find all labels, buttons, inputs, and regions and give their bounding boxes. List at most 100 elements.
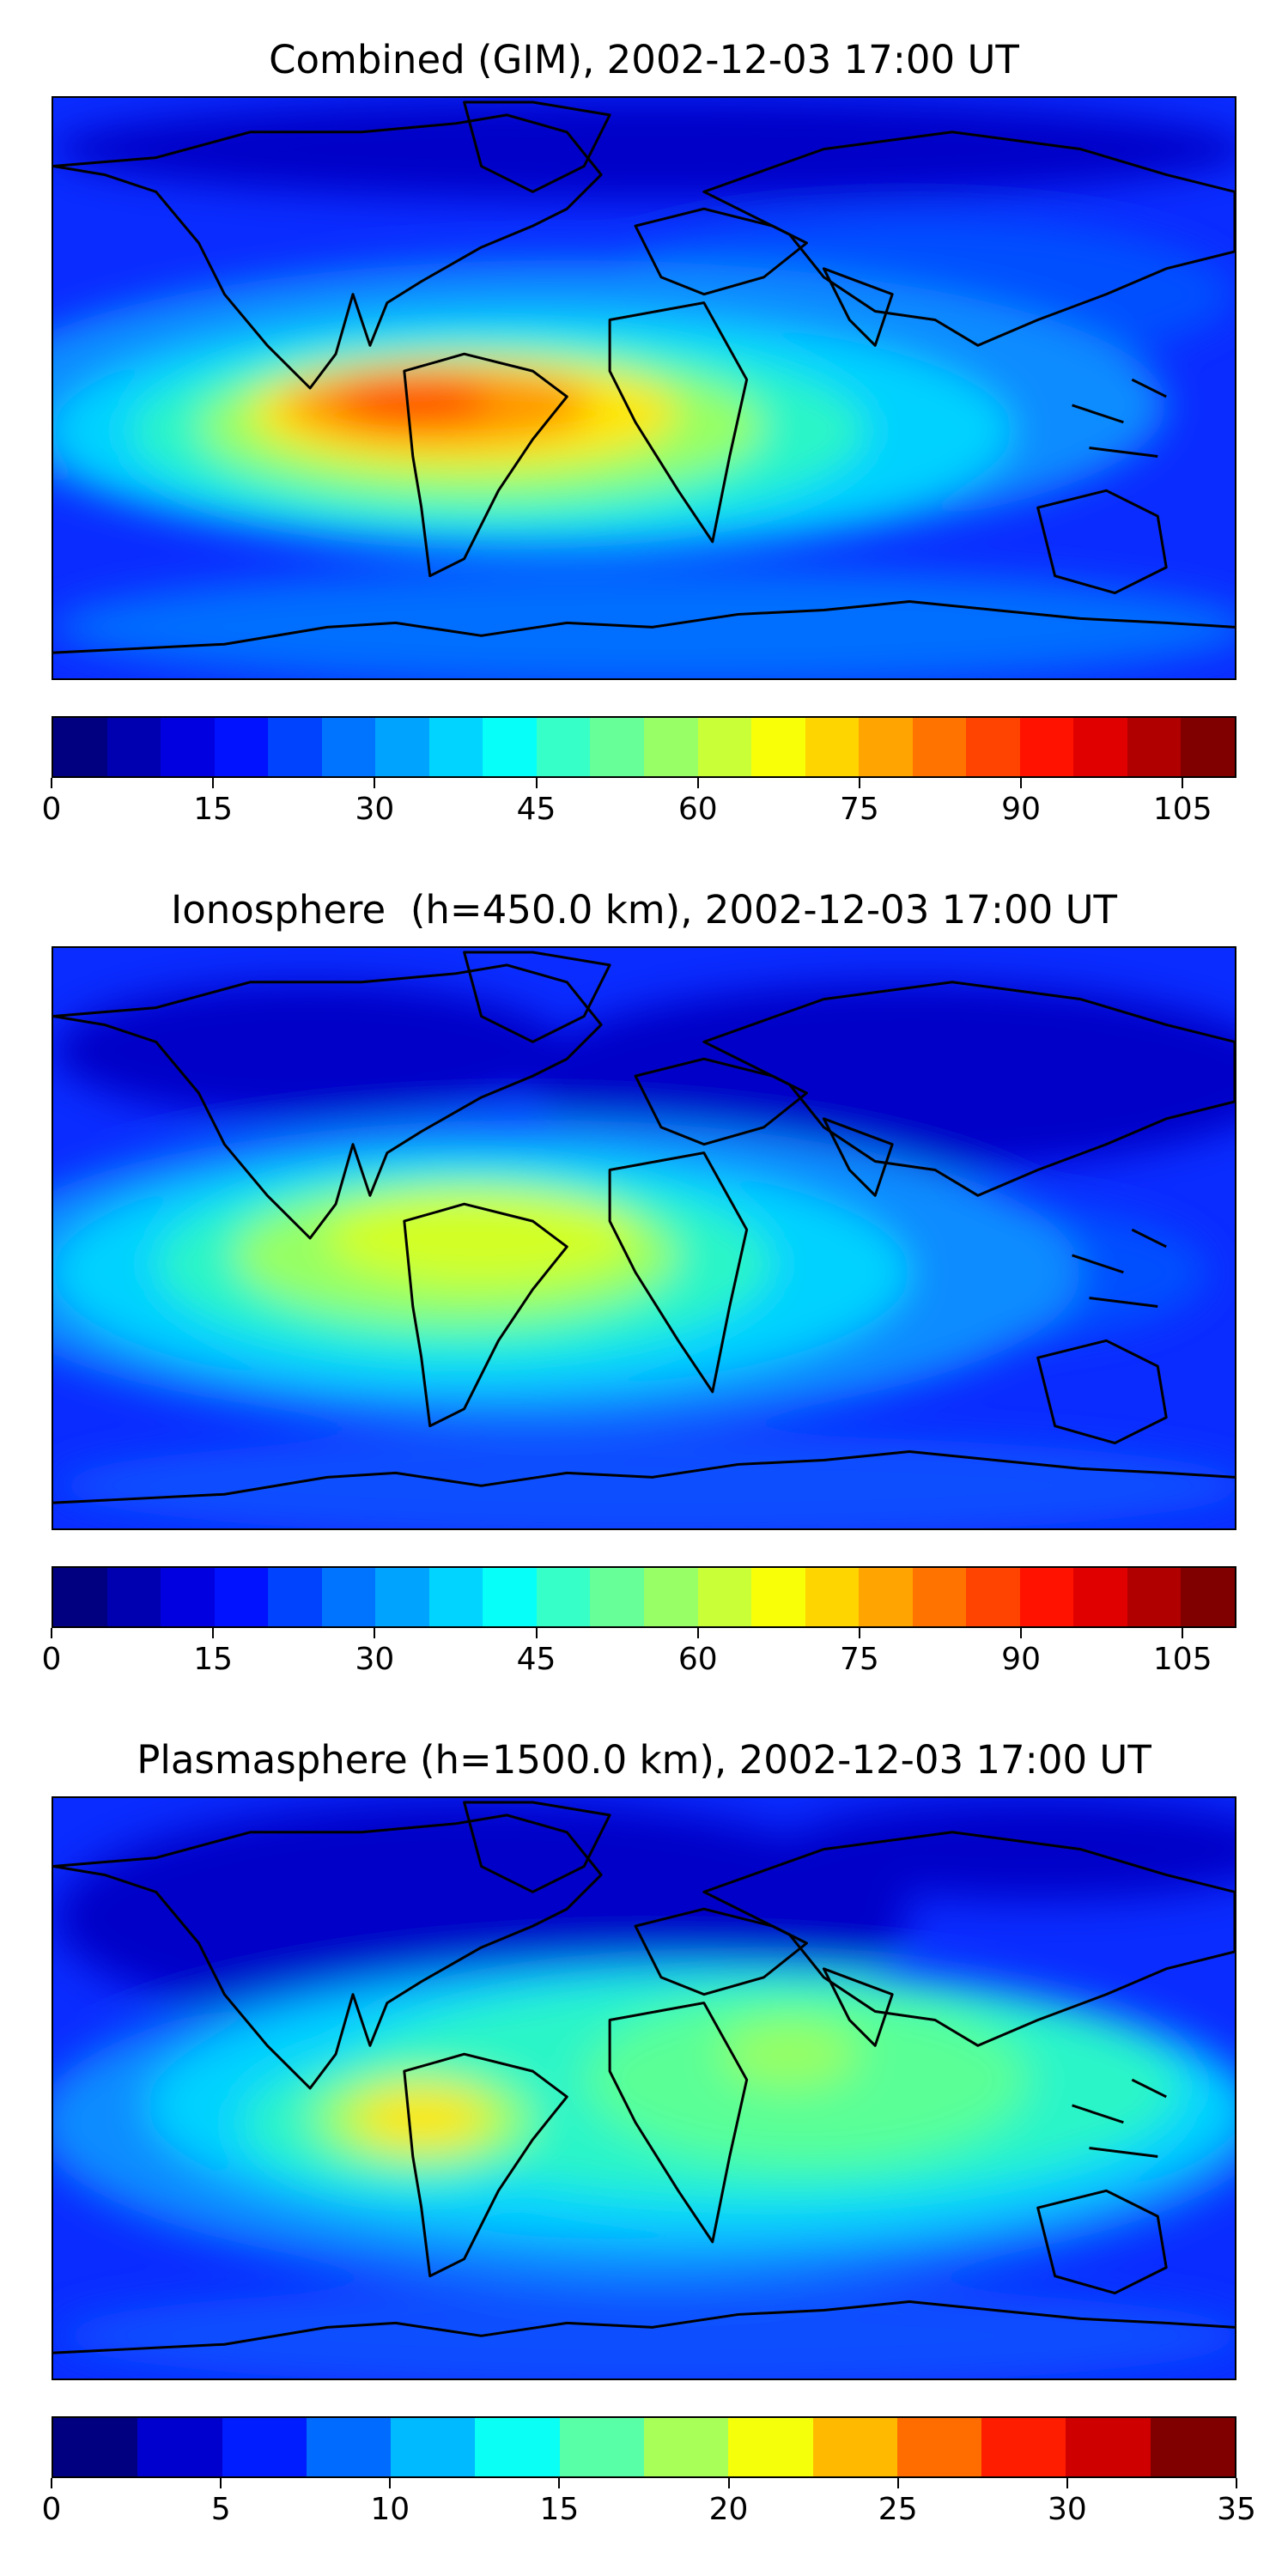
- colorbar-tick: [896, 2478, 899, 2488]
- colorbar-tick-label: 75: [840, 792, 879, 827]
- colorbar-segment: [1019, 1568, 1074, 1626]
- colorbar-tick: [212, 1628, 215, 1638]
- colorbar-segment: [161, 1568, 215, 1626]
- colorbar-tick: [727, 2478, 730, 2488]
- colorbar-segment: [214, 1568, 269, 1626]
- colorbar-tick: [212, 778, 215, 788]
- colorbar-tick-label: 30: [1047, 2492, 1087, 2527]
- colorbar-tick: [558, 2478, 561, 2488]
- colorbar-segment: [1127, 718, 1182, 776]
- colorbar-ticks-ionosphere: 0 15 30 45 60 75 90 105: [42, 1628, 1236, 1680]
- colorbar-segment: [391, 2418, 476, 2476]
- colorbar-tick: [1182, 1628, 1184, 1638]
- colorbar-segment: [306, 2418, 392, 2476]
- colorbar-tick-label: 15: [193, 1642, 234, 1677]
- colorbar-segment: [1181, 1568, 1236, 1626]
- colorbar-tick: [51, 2478, 52, 2488]
- colorbar-segment: [1073, 1568, 1127, 1626]
- colorbar-tick: [858, 1628, 860, 1638]
- colorbar-tick: [51, 1628, 52, 1638]
- colorbar-tick-label: 30: [355, 792, 395, 827]
- colorbar-tick: [535, 1628, 538, 1638]
- colorbar-tick-label: 90: [1001, 1642, 1041, 1677]
- colorbar-segment: [643, 2418, 729, 2476]
- colorbar-tick: [535, 778, 538, 788]
- colorbar-segment: [1019, 718, 1074, 776]
- colorbar-segment: [751, 718, 805, 776]
- colorbar-segment: [268, 718, 322, 776]
- colorbar-segment: [375, 1568, 429, 1626]
- colorbar-segment: [896, 2418, 982, 2476]
- colorbar-segment: [728, 2418, 813, 2476]
- tec-field: [53, 98, 1235, 678]
- colorbar-segment: [1181, 718, 1236, 776]
- map-svg-ionosphere: [53, 948, 1235, 1528]
- colorbar-segment: [644, 1568, 698, 1626]
- colorbar-tick: [1182, 778, 1184, 788]
- colorbar-tick-label: 10: [370, 2492, 410, 2527]
- colorbar-segment: [751, 1568, 805, 1626]
- colorbar-tick: [1236, 2478, 1237, 2488]
- colorbar-segment: [697, 718, 752, 776]
- colorbar-segment: [912, 718, 967, 776]
- colorbar-tick-label: 25: [878, 2492, 918, 2527]
- colorbar-segment: [1127, 1568, 1182, 1626]
- colorbar-tick: [858, 778, 860, 788]
- colorbar-tick: [220, 2478, 222, 2488]
- colorbar-combined: [52, 716, 1236, 778]
- colorbar-segment: [483, 1568, 537, 1626]
- colorbar-segment: [859, 718, 913, 776]
- colorbar-segment: [590, 1568, 645, 1626]
- colorbar-tick: [696, 778, 699, 788]
- colorbar-tick-label: 15: [193, 792, 234, 827]
- colorbar-segment: [161, 718, 215, 776]
- colorbar-tick-label: 45: [516, 792, 556, 827]
- panel-title-combined: Combined (GIM), 2002-12-03 17:00 UT: [269, 37, 1019, 82]
- colorbar-tick: [51, 778, 52, 788]
- colorbar-segment: [536, 1568, 591, 1626]
- colorbar-segment: [53, 2418, 138, 2476]
- colorbar-segment: [859, 1568, 913, 1626]
- colorbar-segment: [697, 1568, 752, 1626]
- colorbar-tick: [1020, 1628, 1023, 1638]
- colorbar-segment: [428, 1568, 483, 1626]
- colorbar-tick: [389, 2478, 392, 2488]
- colorbar-segment: [966, 718, 1020, 776]
- colorbar-segment: [375, 718, 429, 776]
- coastlines: [53, 100, 1235, 654]
- colorbar-segment: [53, 1568, 107, 1626]
- map-ionosphere: [52, 946, 1236, 1530]
- colorbar-tick-label: 105: [1152, 792, 1212, 827]
- colorbar-segment: [536, 718, 591, 776]
- colorbar-ticks-combined: 0 15 30 45 60 75 90 105: [42, 778, 1236, 829]
- colorbar-tick-label: 15: [539, 2492, 580, 2527]
- colorbar-segment: [214, 718, 269, 776]
- colorbar-tick-label: 0: [41, 2492, 62, 2527]
- colorbar-segment: [805, 718, 860, 776]
- colorbar-tick: [1066, 2478, 1068, 2488]
- colorbar-tick-label: 35: [1217, 2492, 1256, 2527]
- colorbar-segment: [106, 1568, 161, 1626]
- colorbar-tick-label: 90: [1001, 792, 1041, 827]
- colorbar-segment: [981, 2418, 1066, 2476]
- colorbar-tick-label: 45: [516, 1642, 556, 1677]
- colorbar-tick: [374, 778, 376, 788]
- colorbar-segment: [137, 2418, 222, 2476]
- colorbar-segment: [590, 718, 645, 776]
- map-combined: [52, 96, 1236, 680]
- colorbar-segment: [321, 718, 376, 776]
- colorbar-plasmasphere: [52, 2416, 1236, 2478]
- colorbar-ticks-plasmasphere: 0 5 10 15 20 25 30 35: [42, 2478, 1256, 2530]
- colorbar-segment: [966, 1568, 1020, 1626]
- colorbar-segment: [559, 2418, 644, 2476]
- tec-field: [53, 1798, 1235, 2379]
- colorbar-segment: [1073, 718, 1127, 776]
- colorbar-segment: [483, 718, 537, 776]
- colorbar-segment: [1066, 2418, 1151, 2476]
- colorbar-segment: [912, 1568, 967, 1626]
- colorbar-segment: [106, 718, 161, 776]
- colorbar-segment: [53, 718, 107, 776]
- colorbar-tick-label: 0: [41, 792, 62, 827]
- map-svg-combined: [53, 98, 1235, 678]
- coastlines: [53, 951, 1235, 1504]
